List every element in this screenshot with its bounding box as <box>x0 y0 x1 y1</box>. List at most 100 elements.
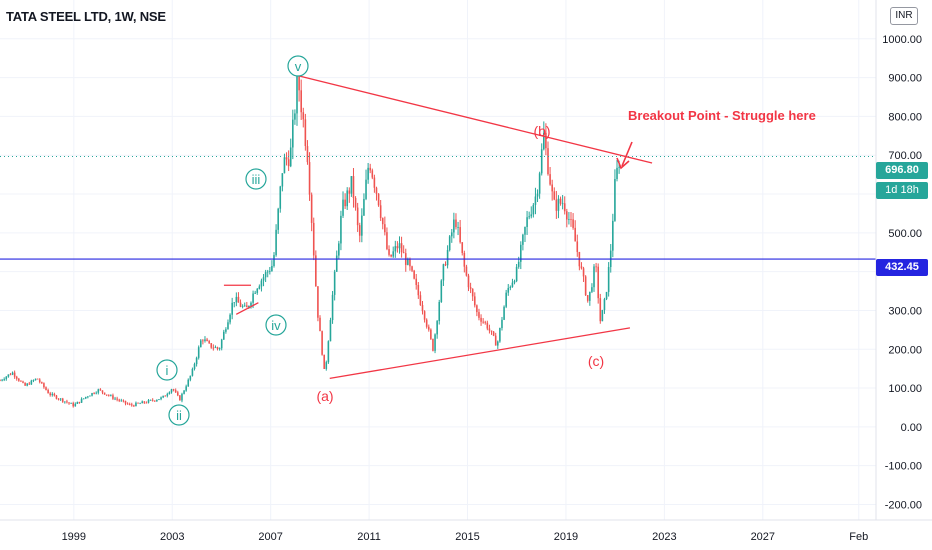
candle-body <box>584 276 587 296</box>
candle-body <box>388 249 390 255</box>
candle-body <box>319 317 321 332</box>
wave-v-label-circle <box>287 55 309 77</box>
candle-body <box>476 305 478 313</box>
trendline-upper[interactable] <box>297 75 653 164</box>
candle-body <box>13 372 16 377</box>
candle-body <box>162 395 164 398</box>
candle-body <box>400 243 403 253</box>
candle-body <box>547 148 549 175</box>
candle-body <box>538 173 541 194</box>
price-tick-label: 800.00 <box>888 111 922 123</box>
candle-body <box>580 266 583 269</box>
candle-body <box>505 292 507 307</box>
candle-body <box>618 167 620 169</box>
price-tick-label: 100.00 <box>888 383 922 395</box>
candle-body <box>574 227 576 242</box>
time-tick-label: 1999 <box>62 531 86 543</box>
price-tick-label: -200.00 <box>885 499 922 511</box>
candle-body <box>195 357 198 365</box>
candle-body <box>30 380 33 385</box>
candle-body <box>18 378 20 381</box>
candle-body <box>32 380 35 381</box>
candle-body <box>430 329 432 339</box>
candle-body <box>304 119 307 147</box>
candle-body <box>463 252 466 267</box>
drawings[interactable] <box>0 75 876 379</box>
candle-body <box>440 280 443 303</box>
symbol-title[interactable]: TATA STEEL LTD, 1W, NSE <box>6 9 166 24</box>
candle-body <box>377 193 380 206</box>
candle-body <box>208 341 210 344</box>
candle-body <box>120 400 123 402</box>
candle-body <box>553 191 556 200</box>
candle-body <box>264 272 267 278</box>
candle-body <box>153 400 156 402</box>
candle-body <box>118 399 121 401</box>
candle-body <box>34 378 37 381</box>
candle-body <box>448 236 451 251</box>
candle-body <box>101 390 104 393</box>
candle-body <box>36 378 39 380</box>
trendline-early[interactable] <box>235 302 259 315</box>
candle-body <box>229 314 231 323</box>
candle-body <box>478 312 480 318</box>
candle-body <box>329 320 332 342</box>
candle-body <box>285 157 288 160</box>
candle-body <box>59 398 62 400</box>
candle-body <box>549 174 551 185</box>
candle-body <box>41 382 43 384</box>
candle-body <box>246 305 248 308</box>
candle-body <box>133 405 135 407</box>
breakout-arrow <box>621 141 633 167</box>
candle-body <box>296 75 298 114</box>
wave-iv-label-circle <box>265 314 287 336</box>
currency-badge[interactable]: INR <box>890 7 918 25</box>
candle-body <box>528 216 530 218</box>
candle-body <box>417 284 420 296</box>
candle-body <box>89 395 91 397</box>
candle-body <box>340 215 342 244</box>
candle-body <box>248 305 250 308</box>
candle-body <box>436 321 438 335</box>
breakout-arrow-head <box>616 157 630 170</box>
candle-body <box>82 398 85 400</box>
candle-body <box>292 119 294 148</box>
candle-body <box>402 252 405 254</box>
candle-body <box>145 402 148 404</box>
candle-body <box>95 392 98 394</box>
candle-body <box>262 277 265 281</box>
candle-body <box>114 398 116 400</box>
candle-body <box>197 347 200 358</box>
candle-body <box>281 173 284 187</box>
candle-body <box>187 379 190 387</box>
candle-body <box>540 149 543 174</box>
time-tick-label: 2027 <box>751 531 775 543</box>
candle-body <box>543 132 545 150</box>
candle-body <box>473 296 476 306</box>
candle-body <box>601 309 604 322</box>
candle-body <box>503 306 505 320</box>
candle-body <box>11 372 14 375</box>
candle-body <box>356 207 359 226</box>
candle-body <box>415 278 418 285</box>
trendline-lower[interactable] <box>329 327 631 379</box>
candle-body <box>511 282 514 287</box>
candle-body <box>254 292 256 294</box>
candle-body <box>212 347 215 349</box>
candle-body <box>227 322 229 330</box>
candle-body <box>394 246 397 252</box>
candle-body <box>55 395 58 399</box>
candle-body <box>57 398 60 400</box>
candle-body <box>206 339 208 342</box>
candle-body <box>51 393 54 396</box>
candle-body <box>66 401 68 403</box>
candle-body <box>515 266 518 282</box>
candle-body <box>164 395 167 397</box>
candle-body <box>122 400 125 402</box>
candle-body <box>97 389 100 393</box>
candle-body <box>91 393 93 396</box>
candle-body <box>149 399 152 401</box>
candle-body <box>24 382 26 386</box>
